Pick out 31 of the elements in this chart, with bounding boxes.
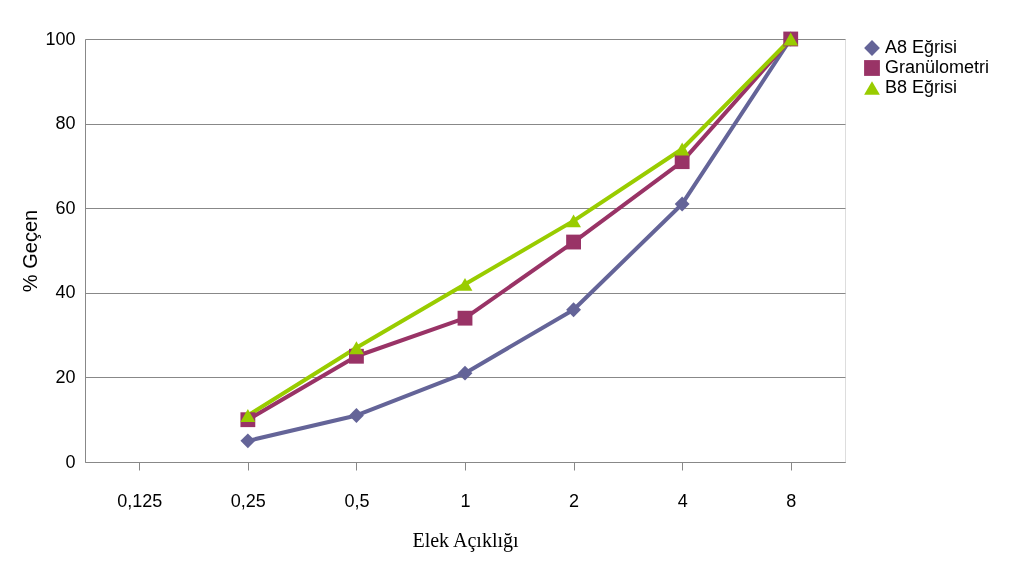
legend-label: Granülometri	[885, 57, 990, 77]
x-axis-title: Elek Açıklığı	[412, 528, 519, 552]
point	[240, 409, 256, 422]
y-tick-label: 20	[55, 366, 76, 387]
y-tick-label: 60	[55, 197, 76, 218]
y-tick-label: 100	[45, 28, 76, 49]
point	[674, 142, 690, 156]
point	[457, 310, 473, 326]
point	[457, 365, 473, 381]
point	[349, 408, 364, 423]
point	[566, 214, 581, 228]
point	[240, 433, 256, 449]
point	[457, 277, 473, 291]
x-tick-label: 0,25	[230, 490, 266, 511]
legend-label: B8 Eğrisi	[885, 77, 958, 97]
y-tick-label: 80	[55, 113, 76, 134]
point	[674, 154, 690, 170]
point	[566, 302, 581, 318]
y-axis-title: % Geçen	[19, 209, 42, 293]
y-tick-label: 0	[65, 451, 76, 472]
x-tick-label: 8	[786, 490, 797, 511]
point	[674, 196, 690, 212]
y-tick-label: 40	[55, 282, 76, 303]
legend-label: A8 Eğrisi	[885, 37, 958, 57]
x-tick-label: 0,125	[117, 490, 163, 511]
x-tick-label: 0,5	[344, 490, 370, 511]
x-tick-label: 4	[677, 490, 688, 511]
x-tick-label: 2	[569, 490, 580, 511]
x-tick-label: 1	[460, 490, 471, 511]
point	[566, 234, 581, 250]
point	[349, 341, 364, 355]
